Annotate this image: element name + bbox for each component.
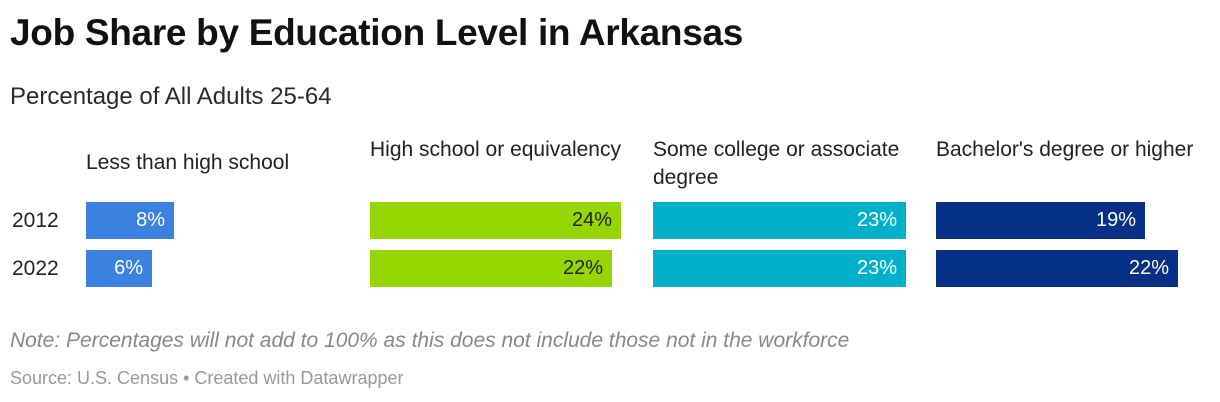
bar-high-school-or-equivalency-2022: 22%: [370, 250, 612, 287]
chart-source: Source: U.S. Census • Created with Dataw…: [10, 368, 404, 388]
chart-note: Note: Percentages will not add to 100% a…: [10, 329, 850, 352]
bar-value-label: 8%: [136, 209, 165, 231]
bar-bachelor-s-degree-or-higher-2022: 22%: [936, 250, 1178, 287]
row-label-2022: 2022: [12, 257, 59, 280]
bar-some-college-or-associate-degree-2012: 23%: [653, 202, 906, 239]
bar-value-label: 23%: [856, 209, 897, 231]
bar-bachelor-s-degree-or-higher-2012: 19%: [936, 202, 1145, 239]
column-header-bachelor-s-degree-or-higher: Bachelor's degree or higher: [936, 138, 1194, 161]
column-header-some-college-or-associate-degree: Some college or associate degree: [653, 138, 900, 189]
bar-value-label: 23%: [856, 257, 897, 279]
bar-value-label: 19%: [1095, 209, 1136, 231]
chart-subtitle: Percentage of All Adults 25-64: [10, 83, 332, 110]
column-header-less-than-high-school: Less than high school: [86, 151, 290, 174]
column-header-high-school-or-equivalency: High school or equivalency: [370, 138, 621, 161]
row-label-2012: 2012: [12, 209, 59, 232]
bar-value-label: 6%: [114, 257, 143, 279]
bar-value-label: 22%: [562, 257, 603, 279]
bar-some-college-or-associate-degree-2022: 23%: [653, 250, 906, 287]
bar-value-label: 22%: [1128, 257, 1169, 279]
bar-less-than-high-school-2022: 6%: [86, 250, 152, 287]
bar-value-label: 24%: [571, 209, 612, 231]
chart-title: Job Share by Education Level in Arkansas: [10, 12, 744, 53]
bar-less-than-high-school-2012: 8%: [86, 202, 174, 239]
bar-high-school-or-equivalency-2012: 24%: [370, 202, 621, 239]
